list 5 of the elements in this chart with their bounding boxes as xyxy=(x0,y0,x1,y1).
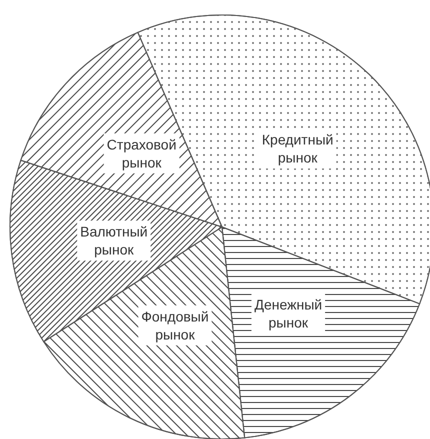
slice-label: Фондовый рынок xyxy=(141,308,209,342)
slice-label: Валютный рынок xyxy=(80,224,148,258)
slice-label: Денежный рынок xyxy=(254,296,322,331)
slice-label: Страховой рынок xyxy=(106,136,176,170)
slice-label: Кредитный рынок xyxy=(262,131,334,166)
